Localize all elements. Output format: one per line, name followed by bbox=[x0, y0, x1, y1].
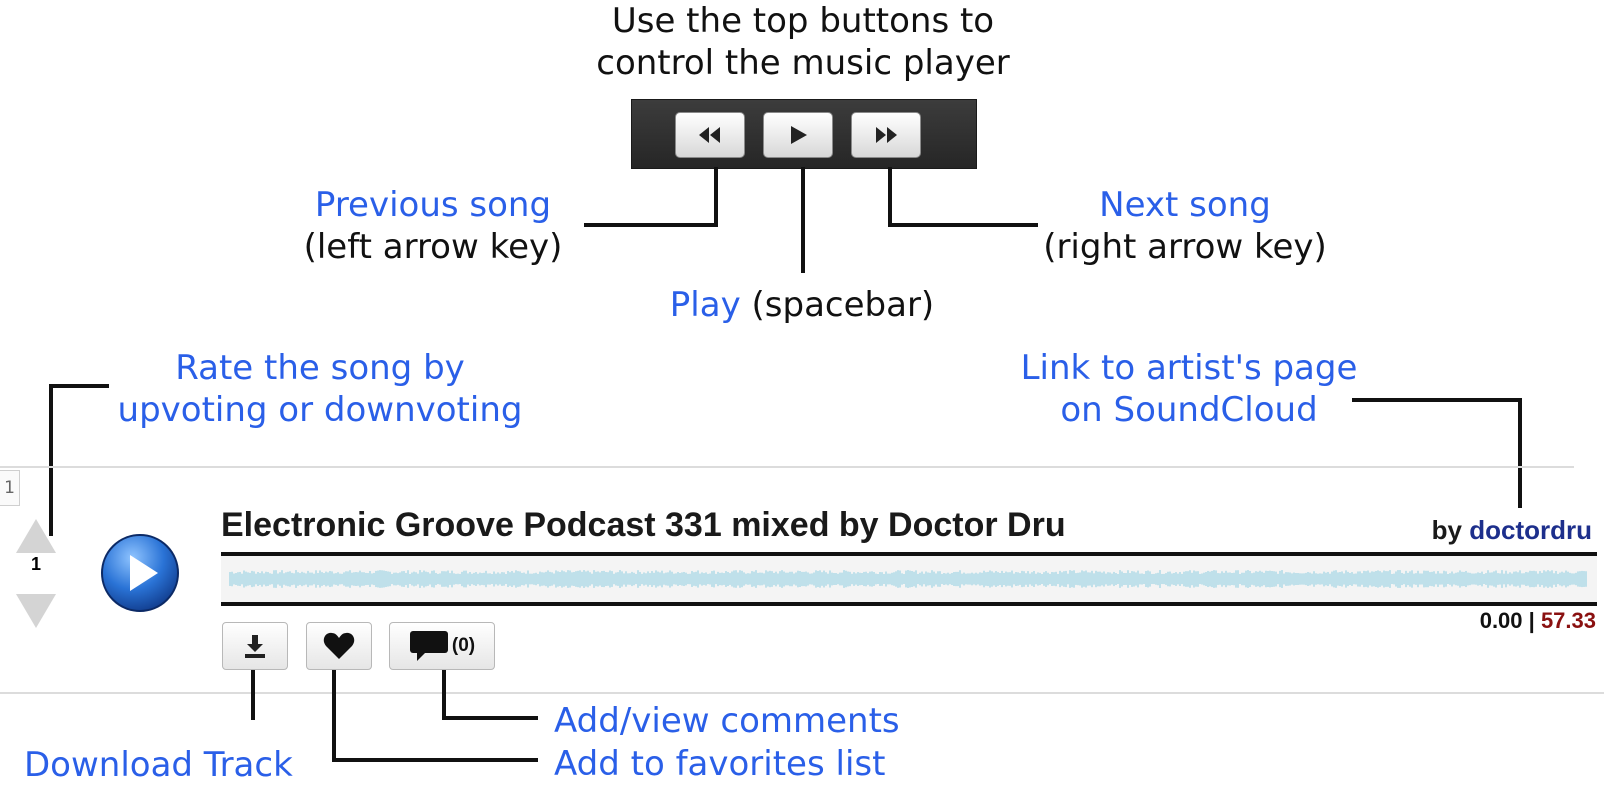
artist-byline: by doctordru bbox=[1432, 515, 1592, 546]
next-title: Next song bbox=[1099, 185, 1271, 225]
rate-connector-h bbox=[49, 384, 109, 388]
header-caption: Use the top buttons to control the music… bbox=[564, 0, 1042, 84]
previous-hint: (left arrow key) bbox=[303, 227, 563, 267]
header-line-2: control the music player bbox=[596, 43, 1010, 83]
download-button[interactable] bbox=[222, 622, 288, 670]
rate-connector-v bbox=[49, 384, 53, 536]
upvote-icon[interactable] bbox=[14, 517, 58, 557]
previous-connector-h bbox=[584, 223, 718, 227]
next-connector-h bbox=[888, 223, 1038, 227]
favorite-button[interactable] bbox=[306, 622, 372, 670]
artist-connector-v bbox=[1518, 398, 1522, 508]
previous-button[interactable] bbox=[675, 112, 745, 158]
previous-annotation: Previous song (left arrow key) bbox=[300, 184, 566, 268]
next-annotation: Next song (right arrow key) bbox=[1040, 184, 1330, 268]
time-separator: | bbox=[1528, 608, 1535, 633]
track-title[interactable]: Electronic Groove Podcast 331 mixed by D… bbox=[221, 506, 1066, 544]
fast-forward-icon bbox=[876, 127, 897, 143]
vote-count: 1 bbox=[30, 554, 41, 574]
next-button[interactable] bbox=[851, 112, 921, 158]
rate-annotation: Rate the song by upvoting or downvoting bbox=[110, 347, 530, 431]
artist-line-2: on SoundCloud bbox=[1060, 390, 1318, 430]
play-icon bbox=[130, 555, 158, 591]
next-connector bbox=[888, 167, 892, 227]
artist-annotation: Link to artist's page on SoundCloud bbox=[1010, 347, 1368, 431]
comment-icon bbox=[409, 631, 448, 661]
time-current: 0.00 bbox=[1479, 608, 1523, 633]
rate-line-1: Rate the song by bbox=[175, 348, 465, 388]
comments-connector-h bbox=[442, 716, 538, 720]
next-hint: (right arrow key) bbox=[1043, 227, 1327, 267]
header-line-1: Use the top buttons to bbox=[611, 1, 995, 41]
time-total: 57.33 bbox=[1540, 608, 1596, 633]
comments-annotation: Add/view comments bbox=[554, 701, 900, 741]
waveform-graphic bbox=[229, 570, 1587, 588]
play-button[interactable] bbox=[763, 112, 833, 158]
downvote-icon[interactable] bbox=[14, 590, 58, 630]
track-divider-top bbox=[0, 466, 1574, 468]
play-icon bbox=[791, 126, 807, 144]
track-time: 0.00 | 57.33 bbox=[1480, 608, 1596, 634]
track-divider-bottom bbox=[0, 692, 1604, 694]
artist-connector-h bbox=[1352, 398, 1522, 402]
download-annotation: Download Track bbox=[24, 745, 293, 785]
track-play-button[interactable] bbox=[100, 533, 180, 613]
download-icon bbox=[245, 635, 265, 658]
favorite-connector-h bbox=[332, 758, 538, 762]
comment-count: (0) bbox=[451, 635, 476, 656]
player-controls bbox=[631, 99, 977, 169]
favorites-annotation: Add to favorites list bbox=[554, 744, 886, 784]
download-connector bbox=[251, 670, 255, 720]
rank-badge: 1 bbox=[0, 470, 20, 506]
play-annotation: Play (spacebar) bbox=[664, 284, 940, 326]
favorite-connector-v bbox=[332, 670, 336, 762]
rate-line-2: upvoting or downvoting bbox=[117, 390, 523, 430]
play-hint: (spacebar) bbox=[751, 285, 935, 325]
heart-icon bbox=[323, 632, 355, 659]
rewind-icon bbox=[699, 127, 720, 143]
play-connector bbox=[801, 167, 805, 273]
comments-button[interactable]: (0) bbox=[389, 622, 495, 670]
waveform-scrubber[interactable] bbox=[221, 552, 1597, 606]
by-label: by bbox=[1431, 515, 1462, 545]
previous-title: Previous song bbox=[314, 185, 552, 225]
artist-link[interactable]: doctordru bbox=[1469, 515, 1592, 545]
previous-connector bbox=[714, 167, 718, 227]
play-title: Play bbox=[669, 285, 741, 325]
comments-connector-v bbox=[442, 670, 446, 720]
artist-line-1: Link to artist's page bbox=[1020, 348, 1358, 388]
